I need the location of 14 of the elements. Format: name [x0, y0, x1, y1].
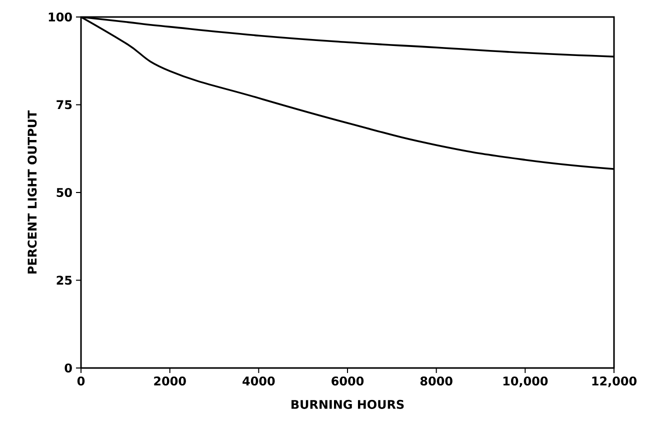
y-tick-label: 25: [56, 276, 72, 285]
x-axis-title: BURNING HOURS: [292, 400, 404, 409]
x-tick-label: 8000: [420, 376, 452, 386]
y-tick-label: 75: [56, 100, 72, 110]
x-tick-label: 10,000: [503, 376, 548, 388]
y-tick-label: 100: [48, 12, 72, 22]
x-tick-label: 0: [77, 376, 85, 386]
x-tick-label: 12,000: [592, 376, 637, 388]
y-tick-label: 0: [64, 363, 72, 373]
y-axis-title: PERCENT LIGHT OUTPUT: [28, 110, 37, 274]
y-tick-label: 50: [56, 188, 72, 198]
x-tick-label: 2000: [154, 376, 186, 386]
x-tick-label: 6000: [332, 376, 364, 386]
x-tick-label: 4000: [242, 376, 275, 386]
